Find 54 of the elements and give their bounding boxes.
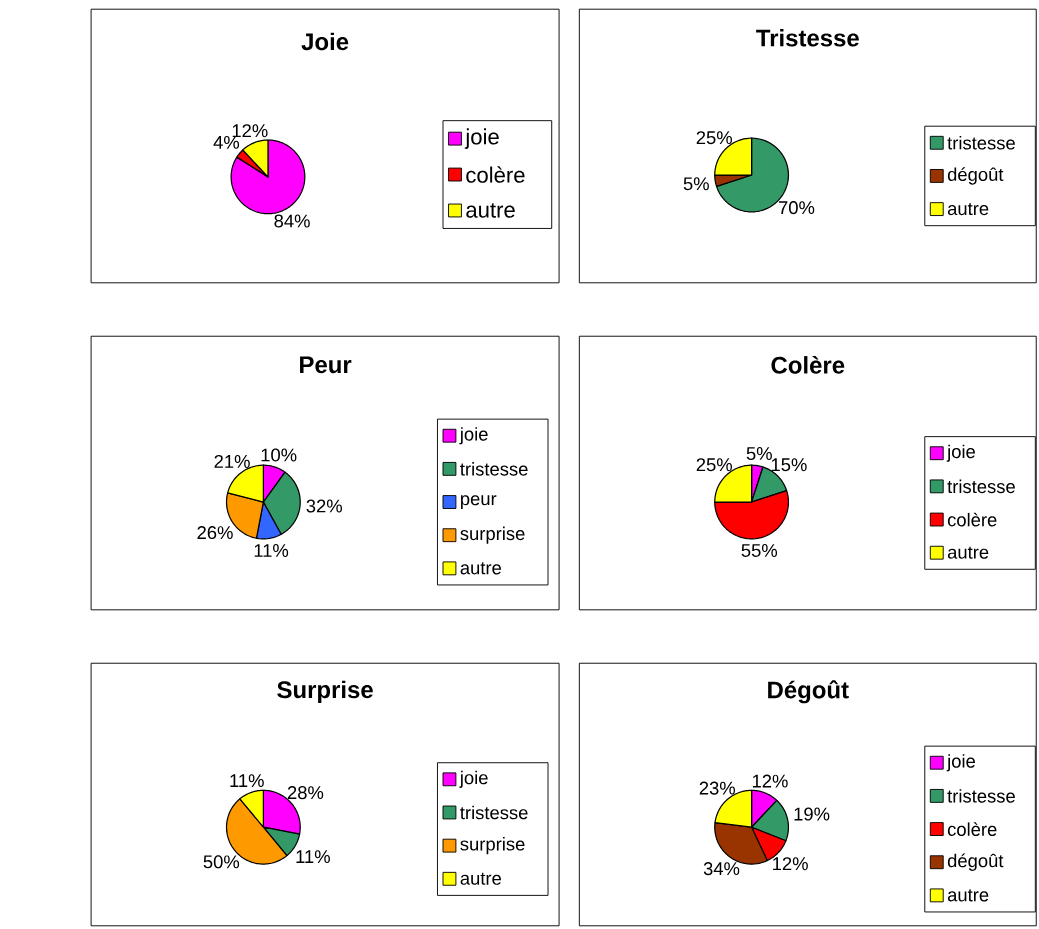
data-label: 11% xyxy=(230,774,264,788)
legend-label: surprise xyxy=(460,526,525,544)
data-label: 11% xyxy=(296,850,330,864)
data-label: 32% xyxy=(306,499,342,513)
data-label: 12% xyxy=(752,774,788,788)
legend-label: colère xyxy=(466,166,525,184)
legend-label: colère xyxy=(947,512,997,527)
legend-label: tristesse xyxy=(460,462,528,476)
chart-title: Surprise xyxy=(277,680,373,704)
data-label: 70% xyxy=(779,201,815,215)
legend-label: autre xyxy=(460,562,501,575)
legend-label: joie xyxy=(946,444,975,463)
legend-label: joie xyxy=(464,128,499,150)
data-label: 50% xyxy=(203,855,240,869)
chart-title: Dégoût xyxy=(768,680,849,704)
data-label: 5% xyxy=(683,177,709,191)
legend-label: tristesse xyxy=(460,805,528,820)
data-label: 84% xyxy=(274,214,310,228)
legend-label: autre xyxy=(947,889,989,902)
legend-label: surprise xyxy=(460,837,525,855)
legend-label: autre xyxy=(947,546,989,559)
data-label: 12% xyxy=(773,857,808,871)
legend-label: autre xyxy=(466,203,515,218)
data-label: 11% xyxy=(254,544,289,558)
legend-label: tristesse xyxy=(947,789,1015,803)
chart-title: Colère xyxy=(771,356,845,374)
data-label: 12% xyxy=(232,124,268,138)
legend-label: colère xyxy=(947,822,997,837)
data-label: 19% xyxy=(794,807,830,821)
data-label: 15% xyxy=(771,458,807,472)
chart-title: Peur xyxy=(300,356,352,374)
data-label: 25% xyxy=(696,131,732,145)
data-label: 23% xyxy=(699,781,736,795)
legend-label: dégoût xyxy=(947,167,1004,185)
legend-label: joie xyxy=(459,427,488,445)
legend-label: joie xyxy=(946,754,975,772)
data-label: 4% xyxy=(213,136,240,150)
legend-label: dégoût xyxy=(947,853,1004,872)
chart-title: Tristesse xyxy=(756,29,859,47)
legend-label: joie xyxy=(459,770,488,789)
legend-label: autre xyxy=(460,872,501,886)
data-label: 34% xyxy=(703,862,740,876)
data-label: 10% xyxy=(261,448,297,462)
legend-label: tristesse xyxy=(947,136,1015,150)
legend-label: tristesse xyxy=(947,479,1015,494)
data-label: 55% xyxy=(741,544,778,558)
data-label: 5% xyxy=(746,447,772,461)
data-label: 25% xyxy=(696,458,732,472)
data-label: 21% xyxy=(214,455,250,469)
legend-label: peur xyxy=(461,495,497,510)
data-label: 26% xyxy=(197,526,233,540)
chart-title: Joie xyxy=(301,32,349,51)
legend-label: autre xyxy=(947,203,989,216)
data-label: 28% xyxy=(287,786,324,800)
